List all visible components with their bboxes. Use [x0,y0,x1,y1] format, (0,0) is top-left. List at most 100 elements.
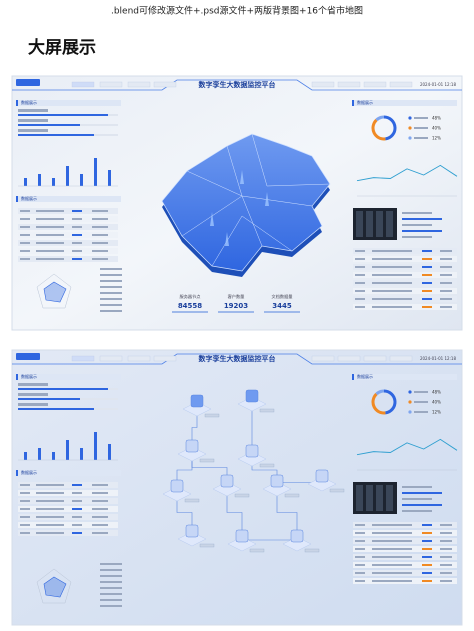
legend-value: 48% [432,390,441,395]
panel-title-mark [352,374,354,380]
progress-bar [18,408,94,410]
panel-title-mark [16,374,18,380]
table-cell [36,500,64,502]
donut-slice [383,389,397,415]
stat-label: 文档数据量 [272,293,293,300]
table-cell [355,290,365,292]
map-beacon [240,170,244,184]
table-cell [422,524,432,526]
table-cell [372,282,412,284]
table-cell [372,298,412,300]
node-icon [290,529,304,543]
table-cell [36,258,64,260]
bar [52,452,55,460]
table-row [18,248,118,254]
table-cell [72,524,82,526]
table-cell [422,564,432,566]
list-item [100,587,122,589]
table-cell [36,508,64,510]
table-cell [72,258,82,260]
stat-value: 19203 [224,302,248,310]
bar [24,178,27,186]
node-label [284,493,300,498]
list-item [100,569,122,571]
table-cell [92,532,108,534]
table-cell [372,572,412,574]
table-cell [36,242,64,244]
panel-title: 数据展示 [357,373,373,379]
table-cell [72,210,82,212]
table-cell [355,564,365,566]
table-cell [372,250,412,252]
stat-base [172,311,208,313]
table-cell [372,266,412,268]
legend-value: 12% [432,136,441,141]
info-line [402,230,442,232]
progress-bar [18,398,80,400]
table-row [18,216,118,222]
server-rack [356,211,363,237]
table-cell [422,572,432,574]
nav-tab [127,355,151,362]
list-item [100,304,122,306]
list-item [100,575,122,577]
node-label [199,543,215,548]
table-cell [36,226,64,228]
connector [276,485,298,540]
progress-bar [18,124,80,126]
nav-tab [311,355,335,362]
panel-title-bar [16,470,121,476]
table-cell [440,580,452,582]
table-cell [422,250,432,252]
nav-tab [99,355,123,362]
nav-tab [153,355,177,362]
title-frame [12,353,462,365]
table-cell [355,258,365,260]
donut-slice [371,118,386,141]
legend-value: 40% [432,126,441,131]
table-row [18,482,118,488]
map-beacon [210,212,214,226]
server-rack [376,211,383,237]
table-cell [355,580,365,582]
node-icon [270,474,284,488]
panel-title-bar [352,374,457,380]
table-cell [372,306,412,308]
table-cell [72,218,82,220]
table-cell [355,250,365,252]
progress-bar [18,114,108,116]
table-cell [422,556,432,558]
table-cell [36,218,64,220]
node-icon [245,389,259,403]
table-cell [72,508,82,510]
panel-title: 数据展示 [21,99,37,105]
table-cell [20,226,30,228]
screen-title: 数字孪生大数据监控平台 [199,80,276,89]
table-cell [440,540,452,542]
list-item [100,599,122,601]
table-cell [422,298,432,300]
table-row [18,224,118,230]
stat-value: 3445 [272,302,292,310]
table-cell [92,524,108,526]
dashboard-screen: 数字孪生大数据监控平台 2024-01-01 12:18数据展示数据展示数据展示4… [11,349,463,626]
bar [108,444,111,460]
table-cell [72,532,82,534]
panel-title: 数据展示 [21,373,37,379]
node-icon [220,474,234,488]
connector [226,485,243,540]
table-cell [422,306,432,308]
table-cell [372,532,412,534]
nav-tab [127,81,151,88]
bar [66,166,69,186]
table-cell [355,274,365,276]
table-cell [422,258,432,260]
list-item [100,605,122,607]
table-cell [440,250,452,252]
table-cell [92,250,108,252]
table-row [18,232,118,238]
node-icon [170,479,184,493]
legend-dot [408,116,412,120]
table-cell [372,540,412,542]
